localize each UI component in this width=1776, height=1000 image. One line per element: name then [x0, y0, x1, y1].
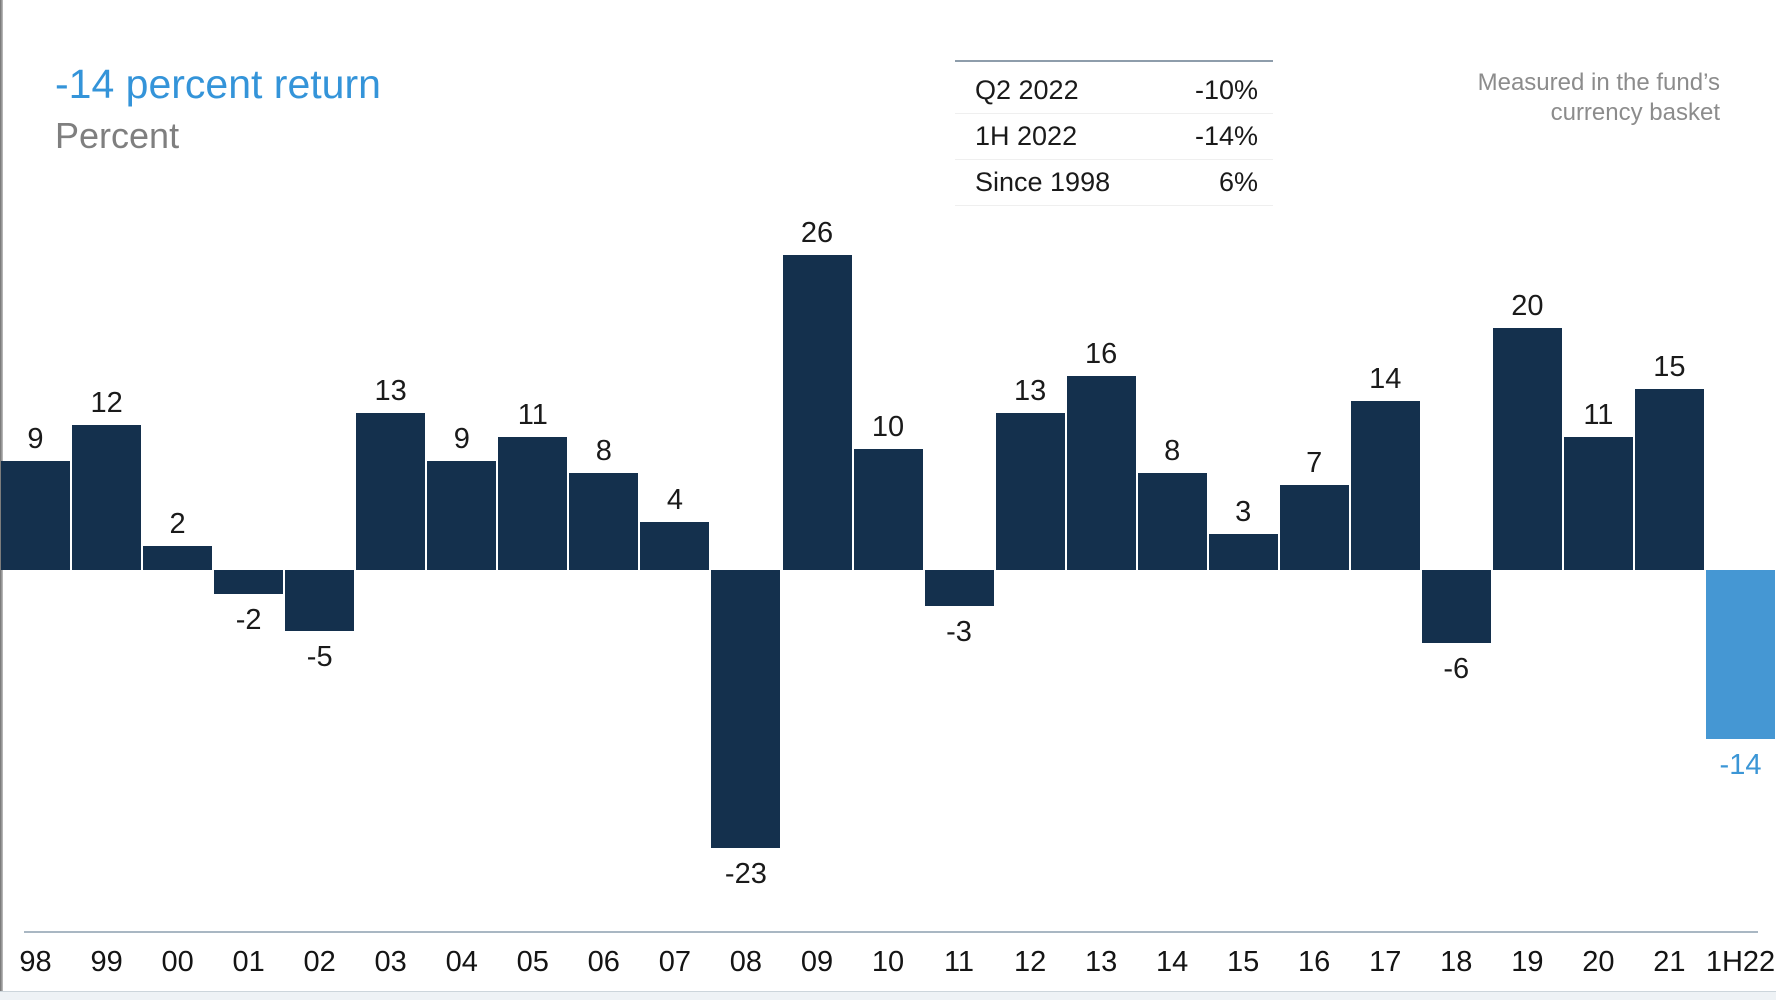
x-axis-label-12: 12 — [1013, 946, 1047, 978]
bar-00 — [143, 545, 213, 570]
bar-08 — [711, 570, 781, 849]
summary-value: 6% — [1218, 167, 1258, 197]
bar-value-label: 15 — [1653, 350, 1686, 383]
x-axis-label-98: 98 — [19, 946, 52, 978]
x-axis-label-01: 01 — [232, 946, 265, 978]
x-axis-label-04: 04 — [445, 946, 478, 978]
x-axis-label-08: 08 — [729, 946, 763, 978]
bar-value-label: -3 — [946, 616, 972, 649]
bar-value-label: 2 — [169, 507, 186, 540]
summary-table: Q2 2022 -10% 1H 2022 -14% Since 1998 6% — [955, 60, 1273, 206]
bar-value-label: 13 — [1013, 374, 1047, 407]
x-axis-label-11: 11 — [943, 946, 975, 978]
bar-05 — [498, 436, 568, 570]
bar-10 — [853, 449, 923, 570]
x-axis-label-03: 03 — [374, 946, 407, 978]
bar-value-label: 20 — [1511, 290, 1544, 322]
bar-17 — [1350, 400, 1420, 570]
bar-14 — [1137, 473, 1207, 570]
x-axis-line — [24, 931, 1758, 933]
bar-07 — [640, 521, 710, 570]
bar-value-label: 9 — [27, 423, 44, 456]
x-axis-label-19: 19 — [1511, 946, 1544, 978]
page-title: -14 percent return — [55, 61, 381, 107]
bar-12 — [995, 412, 1065, 570]
bar-03 — [356, 412, 426, 570]
bar-value-label: 26 — [800, 217, 834, 250]
summary-label: 1H 2022 — [975, 121, 1078, 151]
bar-18 — [1421, 570, 1491, 643]
bar-value-label: -23 — [724, 858, 767, 891]
x-axis-label-06: 06 — [587, 946, 620, 978]
bar-value-label: 14 — [1369, 362, 1402, 395]
bar-98 — [1, 461, 70, 570]
summary-value: -14% — [1194, 121, 1258, 151]
bar-value-label: 11 — [1583, 398, 1614, 431]
summary-row-since-1998: Since 1998 6% — [955, 160, 1273, 206]
bar-06 — [569, 473, 639, 570]
summary-label: Q2 2022 — [975, 75, 1079, 105]
bar-01 — [214, 570, 284, 595]
bar-19 — [1492, 328, 1562, 570]
bar-value-label: 16 — [1084, 338, 1118, 371]
summary-row-1h-2022: 1H 2022 -14% — [955, 114, 1273, 160]
x-axis-label-18: 18 — [1440, 946, 1473, 978]
x-axis-label-14: 14 — [1156, 946, 1189, 978]
x-axis-label-21: 21 — [1653, 946, 1686, 978]
bar-value-label: 12 — [90, 386, 123, 419]
bar-09 — [782, 255, 852, 570]
summary-value: -10% — [1194, 75, 1258, 105]
bar-13 — [1066, 376, 1136, 570]
bar-value-label: 11 — [517, 398, 548, 431]
bar-99 — [72, 424, 142, 570]
measurement-note: Measured in the fund’s currency basket — [1478, 68, 1720, 128]
bar-20 — [1563, 436, 1633, 570]
bar-value-label: 3 — [1235, 495, 1252, 528]
x-axis-label-09: 09 — [800, 946, 834, 978]
x-axis-label-16: 16 — [1298, 946, 1331, 978]
measurement-note-line2: currency basket — [1550, 99, 1720, 126]
page-subtitle: Percent — [55, 115, 180, 156]
bar-value-label: 9 — [453, 423, 470, 456]
summary-row-q2-2022: Q2 2022 -10% — [955, 68, 1273, 114]
summary-label: Since 1998 — [975, 167, 1111, 197]
x-axis-label-10: 10 — [871, 946, 905, 978]
x-axis-label-99: 99 — [90, 946, 123, 978]
bar-16 — [1279, 485, 1349, 570]
bar-value-label: -2 — [235, 604, 262, 637]
bar-value-label: 4 — [666, 483, 683, 516]
bar-value-label: -14 — [1719, 749, 1762, 782]
bar-02 — [285, 570, 355, 631]
x-axis-label-13: 13 — [1084, 946, 1118, 978]
bar-value-label: -5 — [306, 640, 333, 673]
bar-value-label: 7 — [1306, 447, 1323, 480]
bar-11 — [924, 570, 994, 607]
bar-value-label: 8 — [1164, 435, 1181, 468]
window-bottom-edge — [0, 991, 1776, 1000]
x-axis-label-00: 00 — [161, 946, 194, 978]
x-axis-label-05: 05 — [516, 946, 549, 978]
bar-1H22 — [1706, 570, 1775, 740]
bar-04 — [427, 461, 497, 570]
bar-value-label: 10 — [871, 411, 905, 443]
x-axis-label-02: 02 — [303, 946, 336, 978]
bar-15 — [1208, 533, 1278, 570]
x-axis-label-20: 20 — [1582, 946, 1615, 978]
measurement-note-line1: Measured in the fund’s — [1477, 69, 1720, 96]
x-axis-label-1H22: 1H22 — [1705, 946, 1776, 978]
x-axis-label-07: 07 — [658, 946, 692, 978]
bar-value-label: 13 — [374, 374, 407, 407]
bar-value-label: -6 — [1443, 652, 1470, 685]
x-axis-label-17: 17 — [1369, 946, 1402, 978]
bar-value-label: 8 — [595, 435, 612, 468]
x-axis-label-15: 15 — [1227, 946, 1260, 978]
bar-21 — [1634, 388, 1704, 570]
